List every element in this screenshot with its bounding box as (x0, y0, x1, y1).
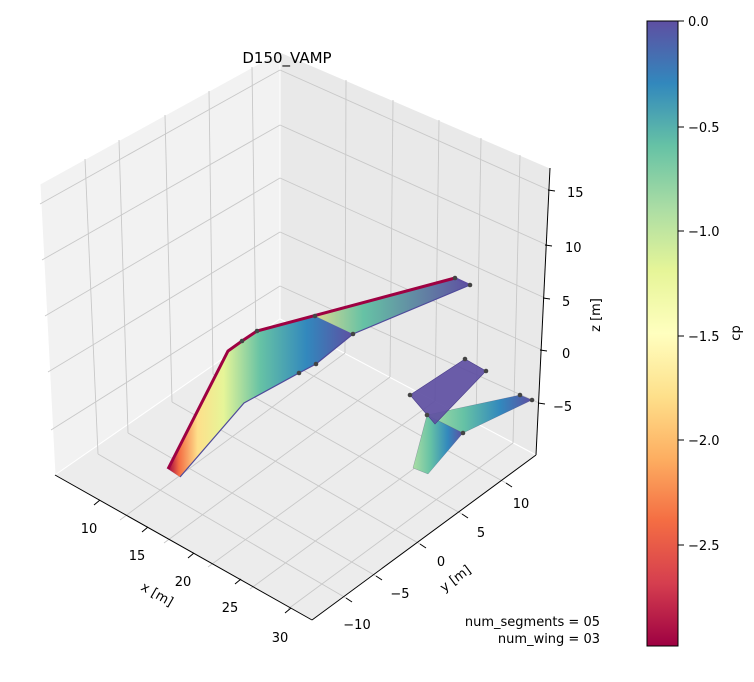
colorbar-tick-label: −1.5 (688, 330, 720, 345)
vertex-point (424, 412, 430, 418)
z-tick-label: 10 (565, 241, 582, 256)
z-tick-label: −5 (553, 400, 572, 415)
colorbar-tick-label: −1.0 (688, 225, 720, 240)
y-tick-label: −5 (390, 587, 409, 602)
colorbar-tick-label: −0.5 (688, 121, 720, 136)
x-tick-label: 10 (81, 522, 98, 537)
x-axis-line (54, 474, 313, 621)
vertex-point (407, 392, 413, 398)
x-tick-label: 30 (272, 631, 289, 646)
vertex-point (296, 370, 302, 376)
vertex-point (460, 430, 466, 436)
colorbar: 0.0 −0.5 −1.0 −1.5 −2.0 −2.5 cp (646, 15, 744, 647)
grid-lines (39, 66, 550, 610)
colorbar-gradient (646, 20, 679, 647)
vertex-point (529, 397, 535, 403)
vertex-point (467, 282, 473, 288)
x-tick-label: 15 (129, 549, 146, 564)
z-axis-line (535, 167, 551, 456)
y-axis-line (311, 454, 537, 621)
vertex-point (350, 331, 356, 337)
annotation-num-segments: num_segments = 05 (465, 615, 600, 630)
vertex-point (254, 328, 260, 334)
vertex-point (452, 275, 458, 281)
colorbar-ticks (678, 20, 684, 546)
colorbar-tick-label: −2.5 (688, 539, 720, 554)
z-axis-label: z [m] (589, 298, 604, 332)
vertex-point (517, 392, 523, 398)
annotation-num-wing: num_wing = 03 (498, 632, 600, 647)
chart-title: D150_VAMP (242, 49, 331, 68)
x-tick-labels: 10 15 20 25 30 (81, 522, 289, 646)
colorbar-tick-label: 0.0 (688, 15, 709, 30)
z-tick-label: 0 (562, 347, 570, 362)
tick-marks (93, 189, 556, 614)
axis-lines (54, 167, 551, 621)
vertex-point (483, 368, 489, 374)
vertex-markers (239, 275, 535, 436)
main-wing-tip-chord (454, 277, 471, 286)
main-wing-trailing-edge (179, 284, 471, 478)
vertex-point (312, 313, 318, 319)
x-axis-label: x [m] (138, 580, 175, 610)
z-tick-label: 15 (567, 186, 584, 201)
x-tick-label: 20 (175, 575, 192, 590)
z-tick-labels: −5 0 5 10 15 (553, 186, 584, 415)
x-tick-label: 25 (222, 601, 239, 616)
y-tick-label: 5 (477, 526, 485, 541)
z-tick-label: 5 (562, 295, 570, 310)
colorbar-label: cp (729, 325, 744, 340)
vertex-point (462, 356, 468, 362)
vertex-point (313, 361, 319, 367)
y-tick-label: −10 (343, 618, 370, 633)
vertex-point (239, 338, 245, 344)
colorbar-tick-label: −2.0 (688, 434, 720, 449)
y-tick-labels: −10 −5 0 5 10 (343, 497, 529, 633)
y-tick-label: 0 (437, 555, 445, 570)
y-tick-label: 10 (513, 497, 530, 512)
